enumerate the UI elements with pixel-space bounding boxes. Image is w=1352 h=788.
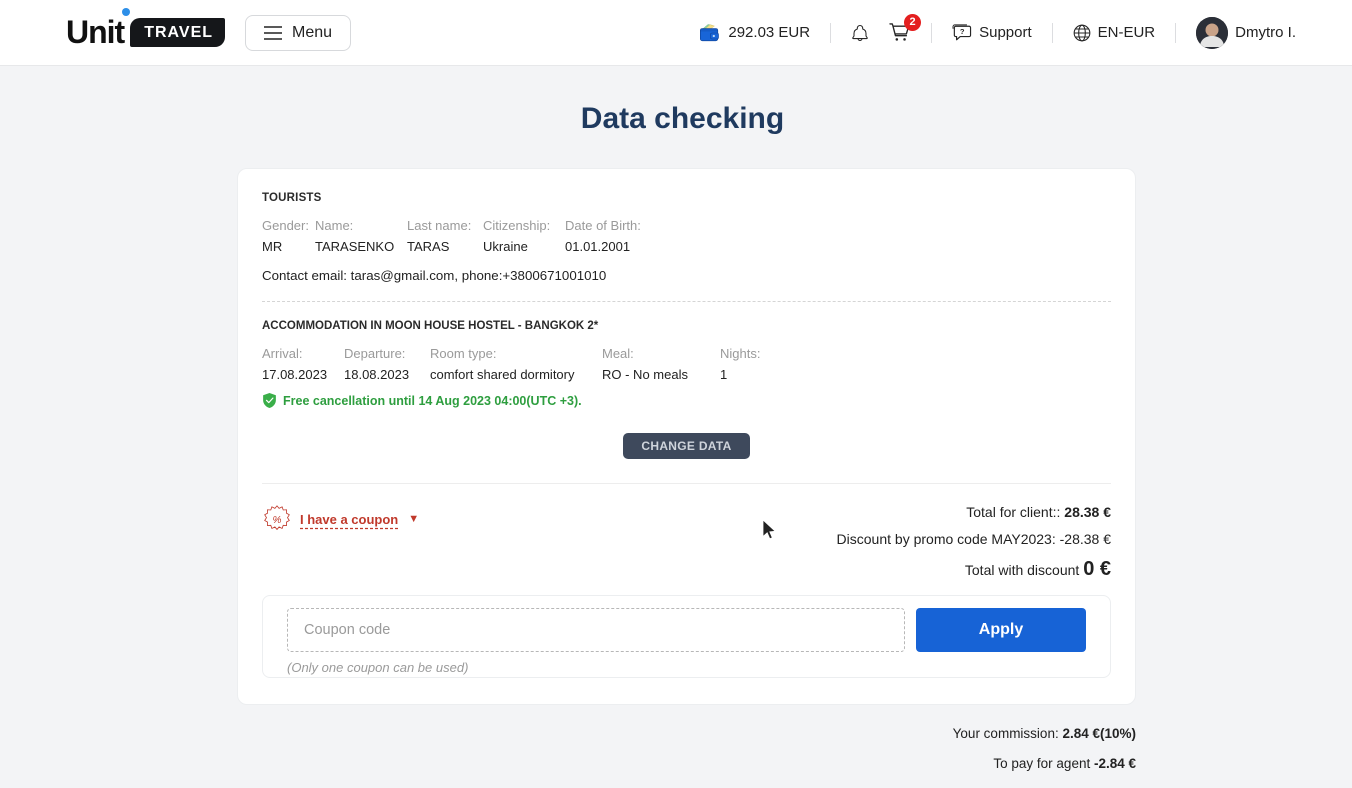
svg-text:%: % — [273, 515, 282, 526]
svg-text:?: ? — [960, 27, 965, 36]
